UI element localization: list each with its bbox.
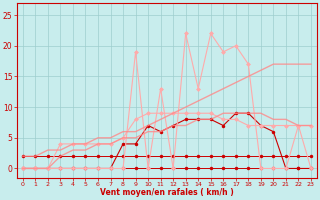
X-axis label: Vent moyen/en rafales ( km/h ): Vent moyen/en rafales ( km/h ) (100, 188, 234, 197)
